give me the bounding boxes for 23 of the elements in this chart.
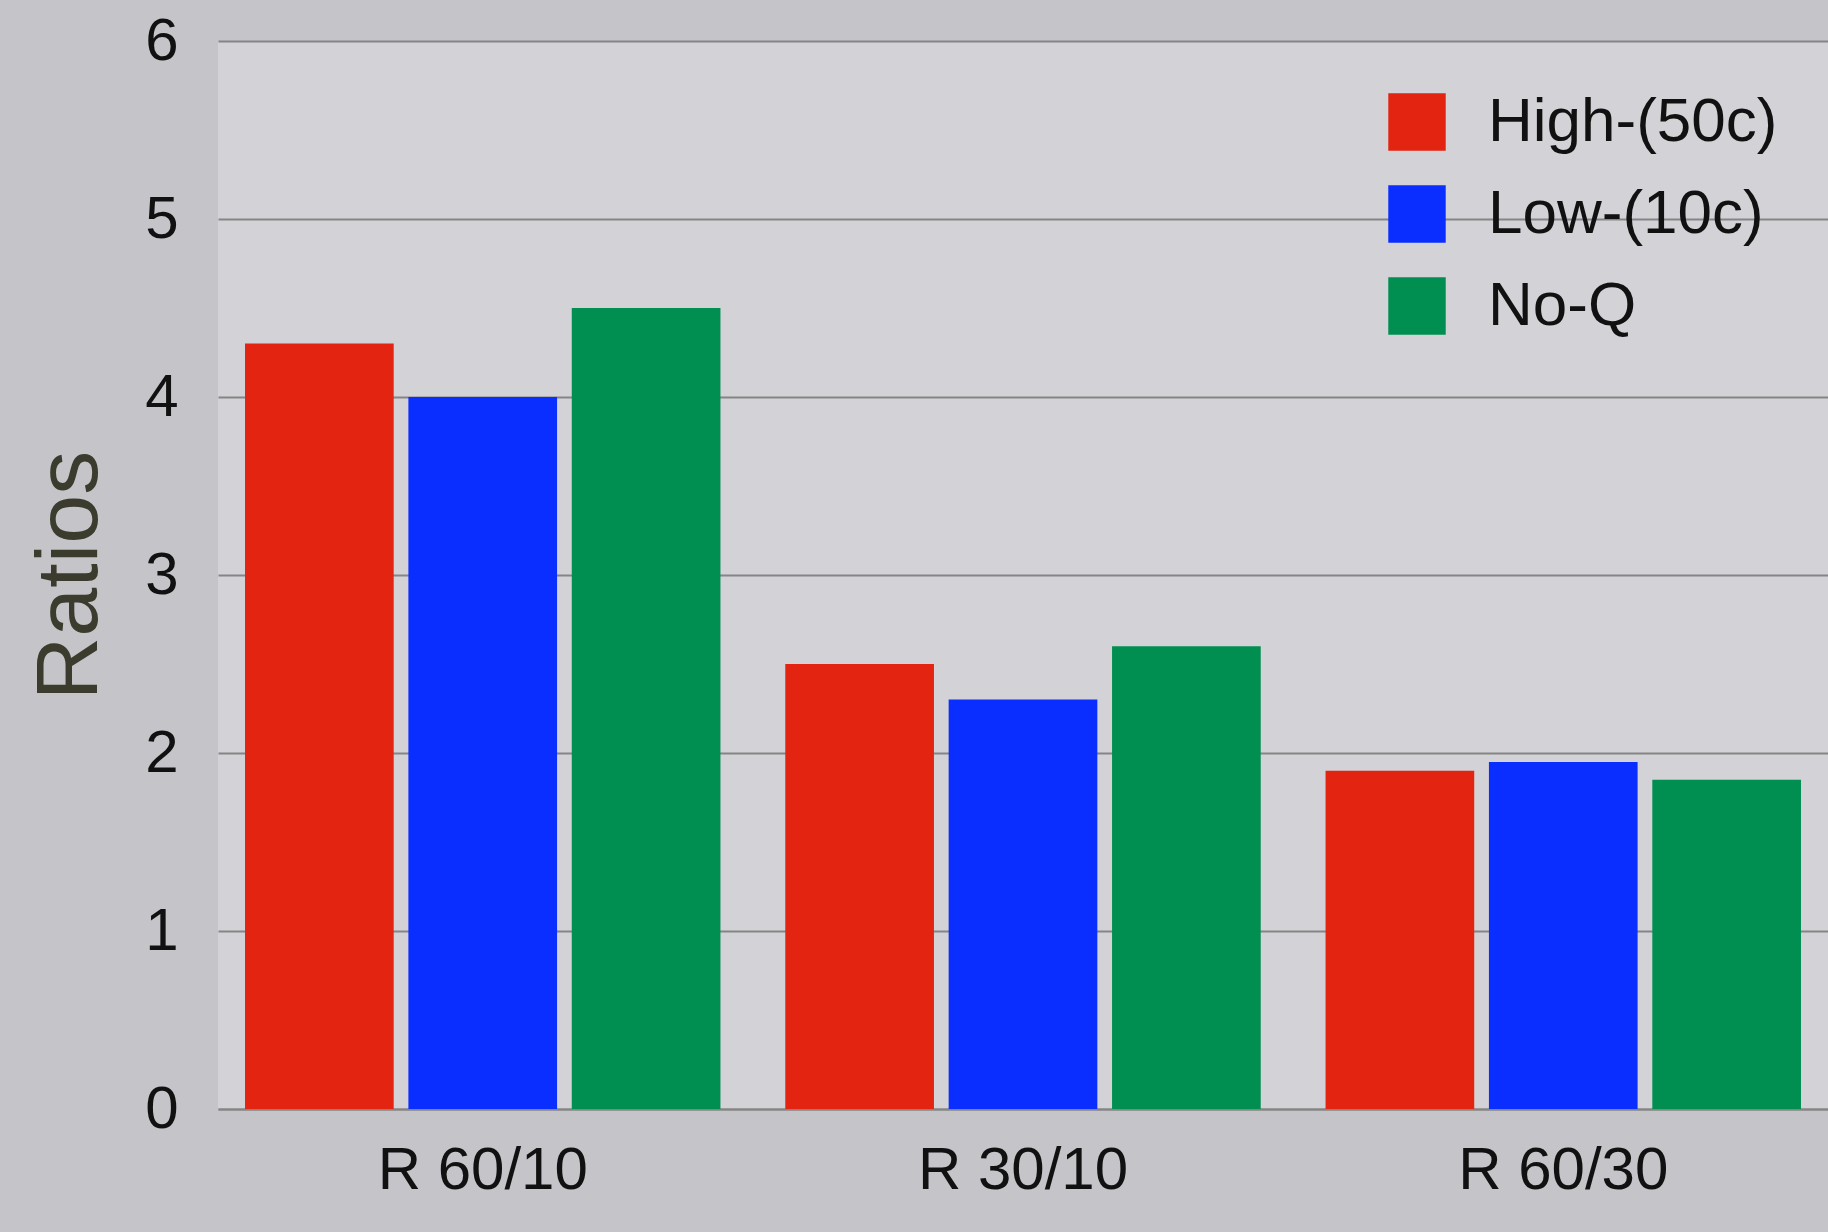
bar [1325,770,1475,1109]
y-tick-label: 6 [145,5,179,73]
legend-label: Low-(10c) [1488,177,1764,246]
y-tick-label: 2 [145,717,179,785]
bar [408,397,558,1109]
y-tick-label: 1 [145,895,179,963]
y-tick-label: 5 [145,183,179,251]
bar [1652,779,1801,1109]
bar [1488,761,1638,1109]
bar [571,308,721,1109]
legend-label: No-Q [1488,269,1637,338]
y-tick-label: 0 [145,1073,179,1141]
x-tick-label: R 60/30 [1458,1134,1669,1202]
x-tick-label: R 60/10 [377,1134,588,1202]
y-tick-label: 3 [145,539,179,607]
bar [1112,646,1261,1109]
y-tick-label: 4 [145,361,179,429]
bar [245,343,394,1109]
legend-label: High-(50c) [1488,85,1778,154]
bar [948,699,1098,1109]
x-tick-label: R 30/10 [917,1134,1129,1202]
bar [785,664,934,1109]
y-axis-title: Ratios [17,450,117,701]
